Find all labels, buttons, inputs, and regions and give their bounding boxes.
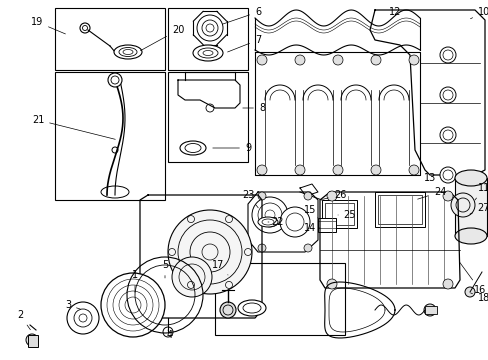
Bar (374, 192, 424, 227)
Text: 27: 27 (469, 203, 488, 214)
Text: 13: 13 (417, 173, 435, 183)
Text: 17: 17 (211, 260, 227, 275)
Circle shape (304, 244, 311, 252)
Circle shape (442, 279, 452, 289)
Circle shape (251, 197, 287, 233)
Circle shape (220, 302, 236, 318)
Circle shape (464, 287, 474, 297)
Text: 8: 8 (242, 103, 264, 113)
Text: 23: 23 (242, 190, 258, 208)
Bar (55, 8, 164, 70)
Bar (424, 306, 436, 314)
Text: 26: 26 (322, 190, 346, 200)
Circle shape (172, 257, 212, 297)
Text: 16: 16 (459, 262, 485, 295)
Text: 21: 21 (32, 115, 115, 139)
Ellipse shape (114, 45, 142, 59)
Circle shape (439, 47, 455, 63)
Text: 9: 9 (212, 143, 250, 153)
Circle shape (408, 165, 418, 175)
Ellipse shape (454, 170, 486, 186)
Circle shape (108, 73, 122, 87)
Circle shape (101, 273, 164, 337)
Circle shape (168, 210, 251, 294)
Circle shape (67, 302, 99, 334)
Bar (55, 72, 164, 200)
Circle shape (304, 192, 311, 200)
Bar (168, 72, 247, 162)
Text: 10: 10 (469, 7, 488, 19)
Bar (317, 218, 335, 232)
Circle shape (439, 127, 455, 143)
Text: 20: 20 (140, 25, 184, 51)
Ellipse shape (258, 217, 278, 227)
Ellipse shape (238, 300, 265, 316)
Circle shape (439, 87, 455, 103)
Text: 15: 15 (303, 205, 317, 218)
Bar (325, 203, 353, 225)
Circle shape (294, 55, 305, 65)
Text: 7: 7 (227, 35, 261, 52)
Circle shape (258, 244, 265, 252)
Bar (321, 200, 356, 228)
Bar (215, 263, 345, 335)
Circle shape (408, 55, 418, 65)
Ellipse shape (454, 228, 486, 244)
Circle shape (326, 191, 336, 201)
Circle shape (326, 279, 336, 289)
Circle shape (370, 55, 380, 65)
Circle shape (439, 167, 455, 183)
Text: 2: 2 (17, 310, 30, 330)
Text: 11: 11 (474, 183, 488, 200)
Circle shape (26, 334, 38, 346)
Text: 24: 24 (417, 187, 445, 199)
Text: 25: 25 (337, 210, 356, 220)
Text: 4: 4 (166, 330, 173, 340)
Ellipse shape (180, 141, 205, 155)
Circle shape (257, 165, 266, 175)
Circle shape (280, 207, 309, 237)
Circle shape (332, 55, 342, 65)
Ellipse shape (193, 45, 223, 61)
Circle shape (450, 193, 474, 217)
Circle shape (370, 165, 380, 175)
Text: 1: 1 (132, 270, 138, 292)
Text: 12: 12 (388, 7, 400, 22)
Bar (377, 195, 421, 224)
Circle shape (442, 191, 452, 201)
Text: 14: 14 (303, 223, 319, 233)
Circle shape (258, 192, 265, 200)
Circle shape (423, 304, 435, 316)
Bar (454, 178, 486, 236)
Bar (28, 335, 38, 347)
Circle shape (294, 165, 305, 175)
Text: 5: 5 (162, 260, 168, 278)
Text: 6: 6 (222, 7, 261, 24)
Text: 19: 19 (31, 17, 65, 34)
Text: 3: 3 (65, 300, 80, 310)
Circle shape (332, 165, 342, 175)
Bar (168, 8, 247, 70)
Text: 22: 22 (267, 217, 284, 227)
Text: 18: 18 (469, 293, 488, 303)
Circle shape (257, 55, 266, 65)
